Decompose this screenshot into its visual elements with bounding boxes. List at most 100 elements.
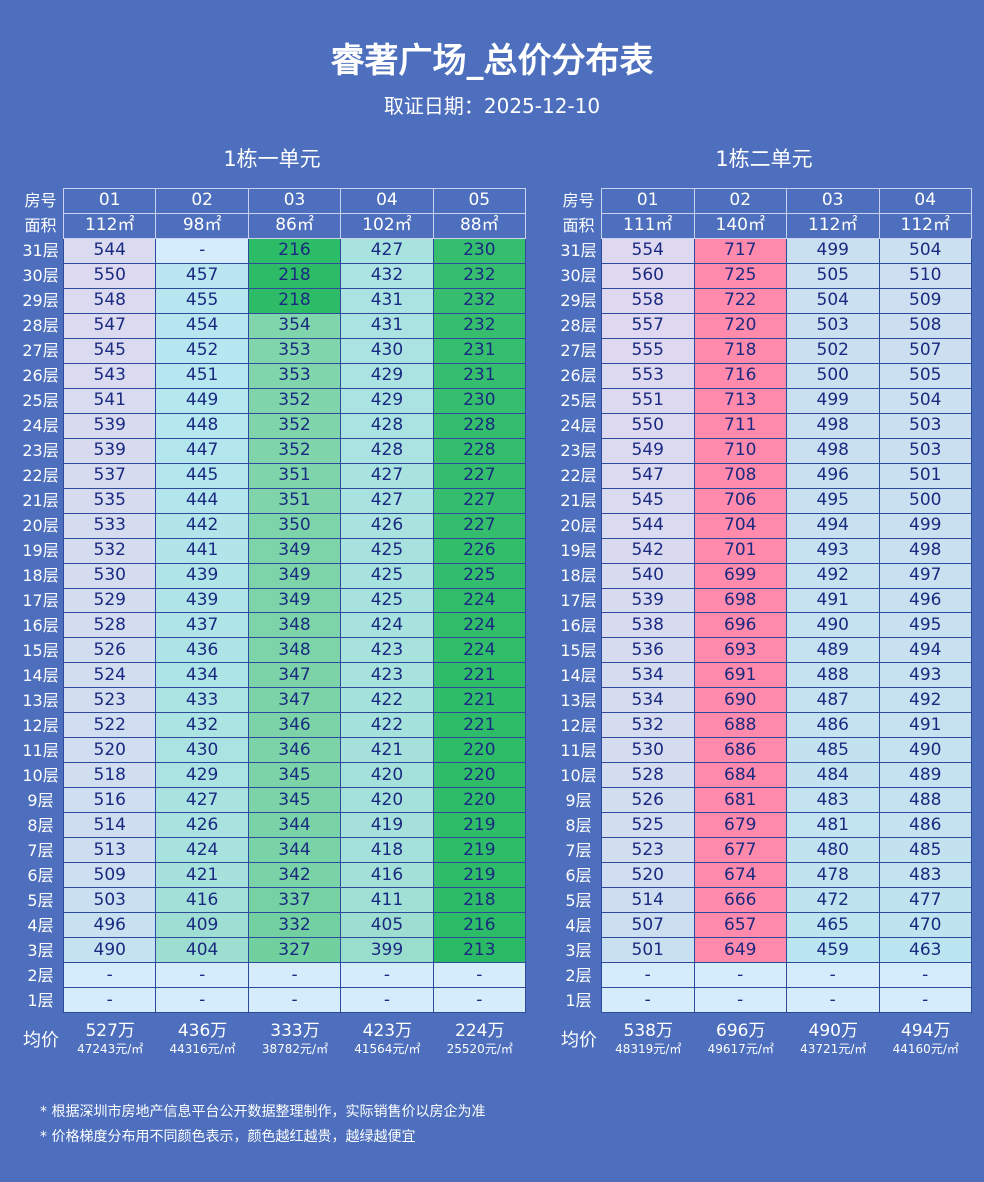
- price-cell: 530: [601, 737, 695, 764]
- price-cell: 679: [693, 812, 787, 839]
- price-cell: 498: [786, 437, 880, 464]
- price-cell: 352: [247, 437, 342, 464]
- floor-label: 21层: [22, 491, 59, 510]
- price-cell: 230: [432, 237, 527, 264]
- price-cell: 503: [878, 412, 972, 439]
- price-cell: 213: [432, 937, 527, 964]
- table-row: 523 677 480 485: [601, 837, 972, 864]
- floor-label: 27层: [22, 341, 59, 360]
- price-cell: 496: [878, 587, 972, 614]
- area-cell: 112㎡: [63, 212, 157, 239]
- price-cell: 426: [340, 512, 434, 539]
- table-row: 507 657 465 470: [601, 912, 972, 939]
- average-unit-price: 44316元/㎡: [169, 1042, 236, 1056]
- price-cell: 421: [155, 862, 249, 889]
- price-cell: 428: [340, 437, 434, 464]
- price-cell: 513: [63, 837, 157, 864]
- table-row: 548 455 218 431 232: [63, 287, 527, 314]
- floor-label: 2层: [27, 966, 54, 985]
- average-label: 均价: [23, 1030, 59, 1051]
- table-row: 543 451 353 429 231: [63, 362, 527, 389]
- floor-label: 19层: [560, 541, 597, 560]
- price-cell: 501: [601, 937, 695, 964]
- table-row: 523 433 347 422 221: [63, 687, 527, 714]
- price-cell: 230: [432, 387, 527, 414]
- price-cell: 347: [247, 662, 342, 689]
- floor-label: 14层: [22, 666, 59, 685]
- price-cell: 421: [340, 737, 434, 764]
- price-cell: 344: [247, 837, 342, 864]
- table-row: 539 447 352 428 228: [63, 437, 527, 464]
- price-cell: 422: [340, 687, 434, 714]
- floor-label: 20层: [560, 516, 597, 535]
- price-cell: 224: [432, 612, 527, 639]
- price-cell: 550: [601, 412, 695, 439]
- price-cell: 558: [601, 287, 695, 314]
- footnote: * 根据深圳市房地产信息平台公开数据整理制作，实际销售价以房企为准: [40, 1104, 486, 1120]
- row-label-column: 房号 面积 31层 30层 29层 28层 27层 26层 25层 24层 23层 22层 21层 20层…: [18, 188, 63, 1013]
- price-cell: 545: [601, 487, 695, 514]
- floor-label: 16层: [560, 616, 597, 635]
- price-cell: -: [155, 962, 249, 988]
- table-row: 534 691 488 493: [601, 662, 972, 689]
- price-cell: 345: [247, 762, 342, 789]
- price-cell: 428: [340, 412, 434, 439]
- area-cell: 86㎡: [247, 212, 342, 239]
- price-cell: 437: [155, 612, 249, 639]
- floor-label: 20层: [22, 516, 59, 535]
- area-row: 111㎡ 140㎡ 112㎡ 112㎡: [601, 212, 972, 239]
- price-cell: 404: [155, 937, 249, 964]
- price-cell: 486: [786, 712, 880, 739]
- price-cell: 529: [63, 587, 157, 614]
- price-table: 01 02 03 04 05 112㎡ 98㎡ 86㎡ 102㎡ 88㎡ 544-216 427 230…: [63, 188, 527, 1013]
- price-cell: 327: [247, 937, 342, 964]
- table-row: 533 442 350 426 227: [63, 512, 527, 539]
- room-number-cell: 01: [63, 188, 157, 214]
- floor-label: 29层: [22, 291, 59, 310]
- price-cell: 457: [155, 262, 249, 289]
- price-cell: 528: [601, 762, 695, 789]
- table-row: 530 439 349 425 225: [63, 562, 527, 589]
- price-cell: 514: [63, 812, 157, 839]
- floor-label: 7层: [565, 841, 592, 860]
- price-cell: 455: [155, 287, 249, 314]
- price-cell: -: [601, 962, 695, 988]
- table-row: 545 452 353 430 231: [63, 337, 527, 364]
- price-cell: 352: [247, 387, 342, 414]
- price-cell: 425: [340, 587, 434, 614]
- price-cell: 220: [432, 737, 527, 764]
- price-cell: 497: [878, 562, 972, 589]
- floor-label: 4层: [565, 916, 592, 935]
- average-unit-price: 49617元/㎡: [707, 1042, 774, 1056]
- price-cell: 433: [155, 687, 249, 714]
- price-cell: 710: [693, 437, 787, 464]
- price-cell: 465: [786, 912, 880, 939]
- price-cell: 219: [432, 837, 527, 864]
- certificate-date: 取证日期：2025-12-10: [383, 94, 601, 118]
- price-cell: 420: [340, 787, 434, 814]
- room-number-cell: 04: [878, 188, 972, 214]
- price-cell: 554: [601, 237, 695, 264]
- floor-label: 26层: [560, 366, 597, 385]
- price-cell: 725: [693, 262, 787, 289]
- price-cell: 420: [340, 762, 434, 789]
- floor-label: 13层: [22, 691, 59, 710]
- floor-label: 24层: [560, 416, 597, 435]
- area-cell: 111㎡: [601, 212, 695, 239]
- room-number-row: 01 02 03 04: [601, 188, 972, 214]
- price-cell: 684: [693, 762, 787, 789]
- price-cell: 423: [340, 637, 434, 664]
- floor-label: 22层: [22, 466, 59, 485]
- average-cell: 490万 43721元/㎡: [787, 1021, 880, 1061]
- average-row: 均价 527万 47243元/㎡ 436万 44316元/㎡ 333万 38782元/㎡ 4…: [18, 1021, 526, 1061]
- table-row: 526 436 348 423 224: [63, 637, 527, 664]
- price-cell: 539: [63, 437, 157, 464]
- price-cell: 666: [693, 887, 787, 914]
- average-row: 均价 538万 48319元/㎡ 696万 49617元/㎡ 490万 43721元/㎡ 4…: [556, 1021, 972, 1061]
- price-cell: 535: [63, 487, 157, 514]
- area-label: 面积: [24, 216, 57, 235]
- price-cell: 425: [340, 537, 434, 564]
- price-cell: 432: [340, 262, 434, 289]
- price-cell: 717: [693, 237, 787, 264]
- price-cell: 505: [878, 362, 972, 389]
